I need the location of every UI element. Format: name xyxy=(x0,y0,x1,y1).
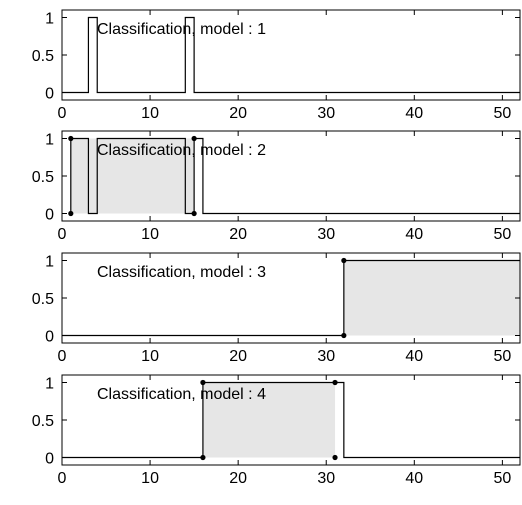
x-tick-label: 30 xyxy=(317,105,335,122)
y-tick-label: 1 xyxy=(45,254,54,271)
x-tick-label: 40 xyxy=(405,105,423,122)
y-tick-label: 0.5 xyxy=(32,48,54,65)
y-tick-label: 1 xyxy=(45,11,54,28)
x-tick-label: 0 xyxy=(58,105,67,122)
y-tick-label: 1 xyxy=(45,132,54,149)
series-line-1 xyxy=(70,137,520,215)
subplot-title: Classification, model : 3 xyxy=(97,264,266,281)
x-tick-label: 40 xyxy=(405,348,423,365)
shaded-interval-1 xyxy=(70,138,195,214)
x-tick-label: 20 xyxy=(229,105,247,122)
marker-point-3 xyxy=(332,379,338,386)
marker-point-4 xyxy=(332,454,338,461)
subplot-4: 0 10 20 30 40 50 0 0.5 1 Classification, model : … xyxy=(32,374,521,487)
x-tick-label: 30 xyxy=(317,470,335,487)
x-tick-label: 0 xyxy=(58,226,67,243)
marker-point-2 xyxy=(200,454,206,461)
subplot-1: 0 10 20 30 40 50 0 0.5 1 Classification, model : … xyxy=(32,9,521,122)
x-tick-label: 20 xyxy=(229,470,247,487)
marker-point-3 xyxy=(191,135,197,142)
x-tick-label: 50 xyxy=(493,470,511,487)
y-tick-label: 0 xyxy=(45,207,54,224)
subplot-title: Classification, model : 1 xyxy=(97,21,266,38)
shaded-interval-1 xyxy=(202,382,336,458)
y-tick-label: 1 xyxy=(45,376,54,393)
x-tick-label: 40 xyxy=(405,470,423,487)
subplot-title: Classification, model : 2 xyxy=(97,142,266,159)
subplot-3: 0 10 20 30 40 50 0 0.5 1 Classification, model : … xyxy=(32,252,521,365)
marker-point-1 xyxy=(200,379,206,386)
marker-point-4 xyxy=(191,210,197,217)
series-line-1 xyxy=(62,381,520,459)
x-tick-label: 10 xyxy=(141,105,159,122)
y-tick-label: 0 xyxy=(45,329,54,346)
shaded-interval-1 xyxy=(343,260,520,336)
x-tick-label: 40 xyxy=(405,226,423,243)
x-tick-label: 30 xyxy=(317,226,335,243)
x-tick-label: 0 xyxy=(58,470,67,487)
x-tick-label: 20 xyxy=(229,226,247,243)
marker-point-1 xyxy=(341,257,347,264)
x-tick-label: 10 xyxy=(141,226,159,243)
x-tick-label: 30 xyxy=(317,348,335,365)
marker-point-2 xyxy=(68,210,74,217)
subplot-title: Classification, model : 4 xyxy=(97,386,266,403)
subplot-2: 0 10 20 30 40 50 0 0.5 1 Classification, model : … xyxy=(32,130,521,243)
x-tick-label: 50 xyxy=(493,105,511,122)
x-tick-label: 20 xyxy=(229,348,247,365)
y-tick-label: 0 xyxy=(45,451,54,468)
y-tick-label: 0.5 xyxy=(32,413,54,430)
y-tick-label: 0.5 xyxy=(32,291,54,308)
x-tick-label: 50 xyxy=(493,226,511,243)
marker-point-2 xyxy=(341,332,347,339)
y-tick-label: 0.5 xyxy=(32,169,54,186)
series-line-1 xyxy=(62,16,520,94)
series-line-1 xyxy=(62,259,520,337)
marker-point-1 xyxy=(68,135,74,142)
y-tick-label: 0 xyxy=(45,86,54,103)
x-tick-label: 0 xyxy=(58,348,67,365)
x-tick-label: 10 xyxy=(141,470,159,487)
x-tick-label: 10 xyxy=(141,348,159,365)
x-tick-label: 50 xyxy=(493,348,511,365)
